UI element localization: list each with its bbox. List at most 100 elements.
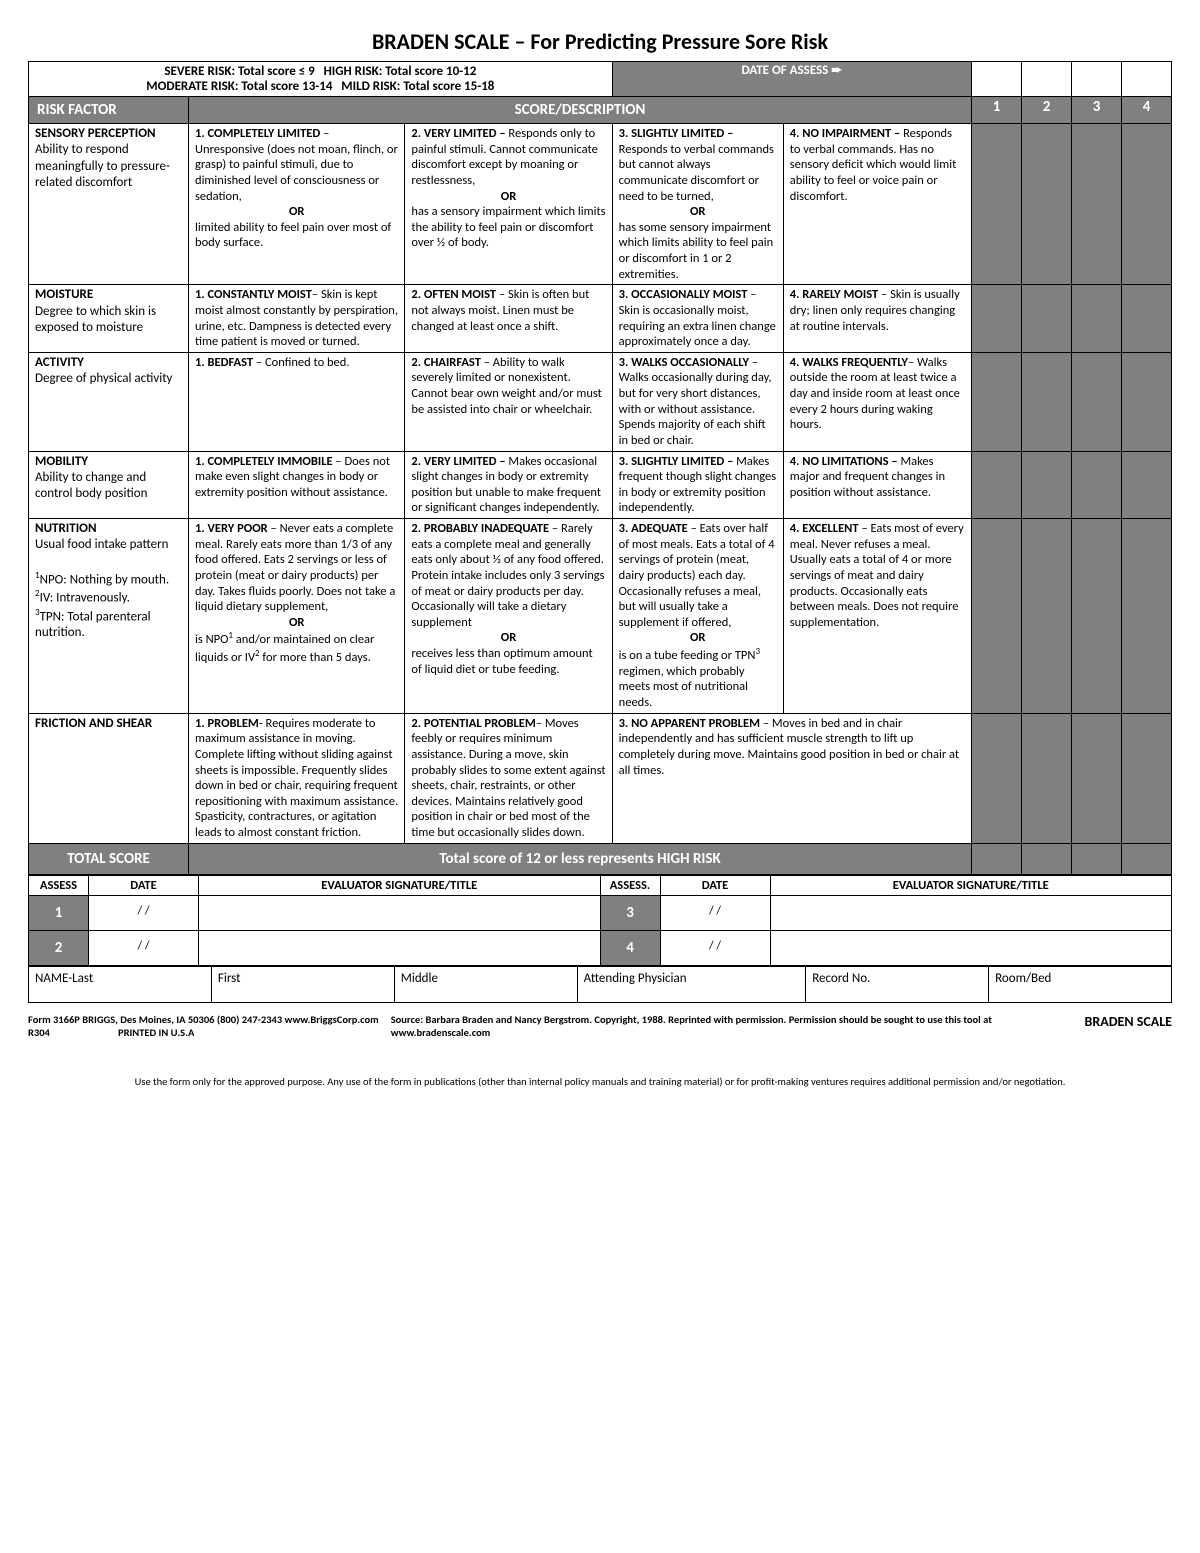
score-entry-cell[interactable] xyxy=(1122,285,1172,353)
assess-hdr-2: ASSESS. xyxy=(600,875,660,895)
total-4[interactable] xyxy=(1122,843,1172,874)
score-entry-cell[interactable] xyxy=(1122,124,1172,285)
factor-row: FRICTION AND SHEAR1. PROBLEM- Requires m… xyxy=(29,713,1172,843)
score-desc-cell: 1. COMPLETELY IMMOBILE – Does not make e… xyxy=(189,451,405,519)
footer-source: Source: Barbara Braden and Nancy Bergstr… xyxy=(379,1013,1085,1039)
score-desc-cell: 3. SLIGHTLY LIMITED – Makes frequent tho… xyxy=(612,451,783,519)
factor-cell: MOISTUREDegree to which skin is exposed … xyxy=(29,285,189,353)
col-num-2: 2 xyxy=(1022,97,1072,124)
footer-brand: BRADEN SCALE xyxy=(1084,1013,1172,1030)
factor-row: ACTIVITYDegree of physical activity1. BE… xyxy=(29,352,1172,451)
score-desc-cell: 2. OFTEN MOIST – Skin is often but not a… xyxy=(405,285,612,353)
name-last[interactable]: NAME-Last xyxy=(29,966,212,1002)
score-desc-cell: 4. RARELY MOIST – Skin is usually dry; l… xyxy=(783,285,971,353)
score-entry-cell[interactable] xyxy=(972,285,1022,353)
sig-field-4[interactable] xyxy=(770,930,1172,965)
score-desc-cell: 2. PROBABLY INADEQUATE – Rarely eats a c… xyxy=(405,519,612,714)
sig-date-2[interactable]: / / xyxy=(89,930,199,965)
assess-date-3[interactable] xyxy=(1072,62,1122,97)
footer-left: Form 3166P BRIGGS, Des Moines, IA 50306 … xyxy=(28,1013,379,1039)
score-entry-cell[interactable] xyxy=(1072,124,1122,285)
score-entry-cell[interactable] xyxy=(972,124,1022,285)
total-1[interactable] xyxy=(972,843,1022,874)
name-first[interactable]: First xyxy=(211,966,394,1002)
severe-risk-label: SEVERE RISK: Total score ≤ 9 xyxy=(164,64,314,79)
score-desc-cell: 1. COMPLETELY LIMITED – Unresponsive (do… xyxy=(189,124,405,285)
score-desc-cell: 4. NO LIMITATIONS – Makes major and freq… xyxy=(783,451,971,519)
score-desc-cell: 3. WALKS OCCASIONALLY – Walks occasional… xyxy=(612,352,783,451)
factor-cell: FRICTION AND SHEAR xyxy=(29,713,189,843)
attending-physician[interactable]: Attending Physician xyxy=(577,966,806,1002)
score-entry-cell[interactable] xyxy=(972,519,1022,714)
score-desc-cell: 1. BEDFAST – Confined to bed. xyxy=(189,352,405,451)
score-entry-cell[interactable] xyxy=(1022,713,1072,843)
assess-date-1[interactable] xyxy=(972,62,1022,97)
score-entry-cell[interactable] xyxy=(1122,519,1172,714)
score-entry-cell[interactable] xyxy=(1022,124,1072,285)
total-score-label: TOTAL SCORE xyxy=(29,843,189,874)
form-code: R304 xyxy=(28,1026,118,1039)
sig-num-2: 2 xyxy=(29,930,89,965)
score-entry-cell[interactable] xyxy=(1022,519,1072,714)
score-entry-cell[interactable] xyxy=(1022,352,1072,451)
sig-num-4: 4 xyxy=(600,930,660,965)
room-bed[interactable]: Room/Bed xyxy=(989,966,1172,1002)
score-entry-cell[interactable] xyxy=(1122,451,1172,519)
column-header-row: RISK FACTOR SCORE/DESCRIPTION 1 2 3 4 xyxy=(29,97,1172,124)
printed-in: PRINTED IN U.S.A xyxy=(118,1026,194,1039)
total-3[interactable] xyxy=(1072,843,1122,874)
sig-date-3[interactable]: / / xyxy=(660,895,770,930)
sig-num-1: 1 xyxy=(29,895,89,930)
sig-field-3[interactable] xyxy=(770,895,1172,930)
total-2[interactable] xyxy=(1022,843,1072,874)
factor-cell: ACTIVITYDegree of physical activity xyxy=(29,352,189,451)
sig-field-2[interactable] xyxy=(199,930,601,965)
signature-header-row: ASSESS DATE EVALUATOR SIGNATURE/TITLE AS… xyxy=(29,875,1172,895)
score-entry-cell[interactable] xyxy=(1072,352,1122,451)
total-score-message: Total score of 12 or less represents HIG… xyxy=(189,843,972,874)
high-risk-label: HIGH RISK: Total score 10-12 xyxy=(324,64,477,79)
score-entry-cell[interactable] xyxy=(1022,451,1072,519)
form-number: Form 3166P BRIGGS, Des Moines, IA 50306 … xyxy=(28,1013,379,1026)
score-desc-cell: 2. VERY LIMITED – Responds only to painf… xyxy=(405,124,612,285)
score-entry-cell[interactable] xyxy=(1072,285,1122,353)
score-entry-cell[interactable] xyxy=(1072,519,1122,714)
score-entry-cell[interactable] xyxy=(1072,713,1122,843)
eval-hdr-1: EVALUATOR SIGNATURE/TITLE xyxy=(199,875,601,895)
score-desc-cell: 1. VERY POOR – Never eats a complete mea… xyxy=(189,519,405,714)
risk-factor-header: RISK FACTOR xyxy=(29,97,189,124)
eval-hdr-2: EVALUATOR SIGNATURE/TITLE xyxy=(770,875,1172,895)
sig-date-1[interactable]: / / xyxy=(89,895,199,930)
signature-table: ASSESS DATE EVALUATOR SIGNATURE/TITLE AS… xyxy=(28,875,1172,966)
score-entry-cell[interactable] xyxy=(1122,352,1172,451)
factor-cell: NUTRITIONUsual food intake pattern1NPO: … xyxy=(29,519,189,714)
record-no[interactable]: Record No. xyxy=(806,966,989,1002)
factor-row: MOBILITYAbility to change and control bo… xyxy=(29,451,1172,519)
assess-date-4[interactable] xyxy=(1122,62,1172,97)
sig-field-1[interactable] xyxy=(199,895,601,930)
score-desc-cell: 3. ADEQUATE – Eats over half of most mea… xyxy=(612,519,783,714)
factor-cell: SENSORY PERCEPTIONAbility to respond mea… xyxy=(29,124,189,285)
sig-date-4[interactable]: / / xyxy=(660,930,770,965)
col-num-4: 4 xyxy=(1122,97,1172,124)
name-middle[interactable]: Middle xyxy=(394,966,577,1002)
score-desc-cell: 3. NO APPARENT PROBLEM – Moves in bed an… xyxy=(612,713,971,843)
score-entry-cell[interactable] xyxy=(1122,713,1172,843)
score-entry-cell[interactable] xyxy=(1022,285,1072,353)
factor-row: SENSORY PERCEPTIONAbility to respond mea… xyxy=(29,124,1172,285)
date-hdr-2: DATE xyxy=(660,875,770,895)
score-desc-cell: 3. SLIGHTLY LIMITED – Responds to verbal… xyxy=(612,124,783,285)
col-num-3: 3 xyxy=(1072,97,1122,124)
factor-row: MOISTUREDegree to which skin is exposed … xyxy=(29,285,1172,353)
score-desc-cell: 4. NO IMPAIRMENT – Responds to verbal co… xyxy=(783,124,971,285)
factor-row: NUTRITIONUsual food intake pattern1NPO: … xyxy=(29,519,1172,714)
score-desc-cell: 1. CONSTANTLY MOIST– Skin is kept moist … xyxy=(189,285,405,353)
score-desc-cell: 2. VERY LIMITED – Makes occasional sligh… xyxy=(405,451,612,519)
score-entry-cell[interactable] xyxy=(972,352,1022,451)
page-title: BRADEN SCALE – For Predicting Pressure S… xyxy=(28,28,1172,55)
score-entry-cell[interactable] xyxy=(1072,451,1122,519)
factor-cell: MOBILITYAbility to change and control bo… xyxy=(29,451,189,519)
score-entry-cell[interactable] xyxy=(972,451,1022,519)
assess-date-2[interactable] xyxy=(1022,62,1072,97)
score-entry-cell[interactable] xyxy=(972,713,1022,843)
